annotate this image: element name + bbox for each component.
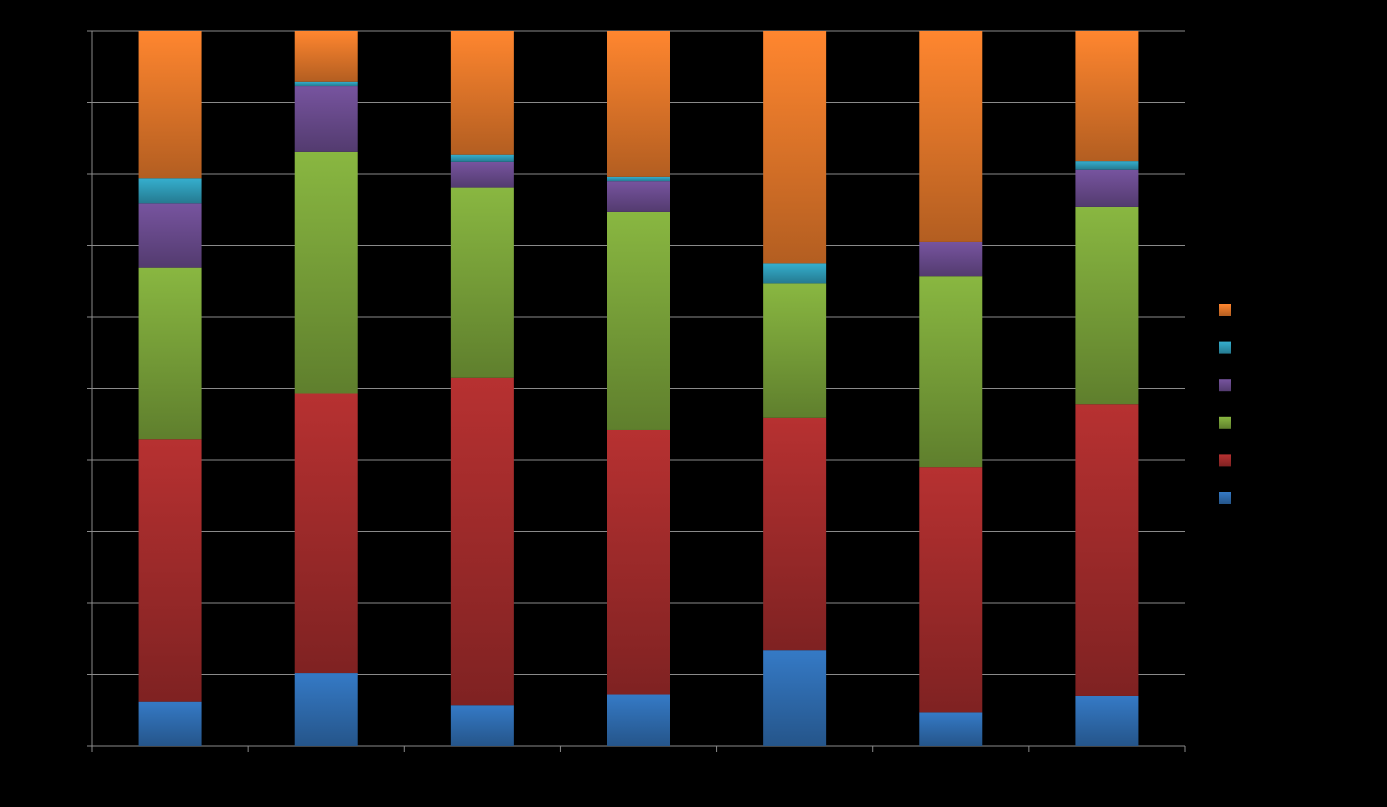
bar-segment [450,31,514,155]
bar-segment [763,417,827,651]
bar-segment [763,31,827,264]
bar-segment [450,187,514,378]
bar-segment [138,203,202,268]
bar-segment [138,701,202,746]
legend-marker [1219,341,1231,354]
bar-segment [294,31,358,82]
bar-segment [763,283,827,418]
bar-segment [763,650,827,746]
bar-segment [919,276,983,468]
bar-segment [607,694,670,746]
bar-segment [450,377,514,706]
legend-marker [1219,492,1231,504]
legend-marker [1219,416,1231,429]
bar-segment [294,151,358,394]
bar-segment [919,241,983,277]
bar-segment [294,81,358,87]
bar-segment [919,31,983,242]
bars [138,31,1139,746]
bar-segment [294,86,358,152]
bar-segment [294,393,358,674]
bar-segment [1075,206,1139,405]
bar-segment [450,705,514,746]
bar-segment [294,673,358,746]
bar-segment [138,31,202,179]
bar-segment [1075,404,1139,696]
bar-segment [919,712,983,746]
bar-segment [138,439,202,702]
bar-segment [607,31,670,177]
legend-marker [1219,304,1231,316]
bar-segment [1075,31,1139,162]
legend-marker [1219,454,1231,467]
bar-segment [1075,695,1139,746]
bar-segment [607,176,670,182]
bar-segment [1075,169,1139,207]
bar-segment [763,263,827,284]
bar-segment [607,429,670,695]
legend [1219,304,1231,504]
bar-segment [450,161,514,188]
bar-segment [607,211,670,430]
bar-segment [138,178,202,204]
bar-segment [919,467,983,713]
bar-segment [1075,161,1139,170]
bar-segment [450,154,514,162]
bar-segment [607,181,670,212]
bar-segment [138,267,202,440]
legend-marker [1219,379,1231,392]
